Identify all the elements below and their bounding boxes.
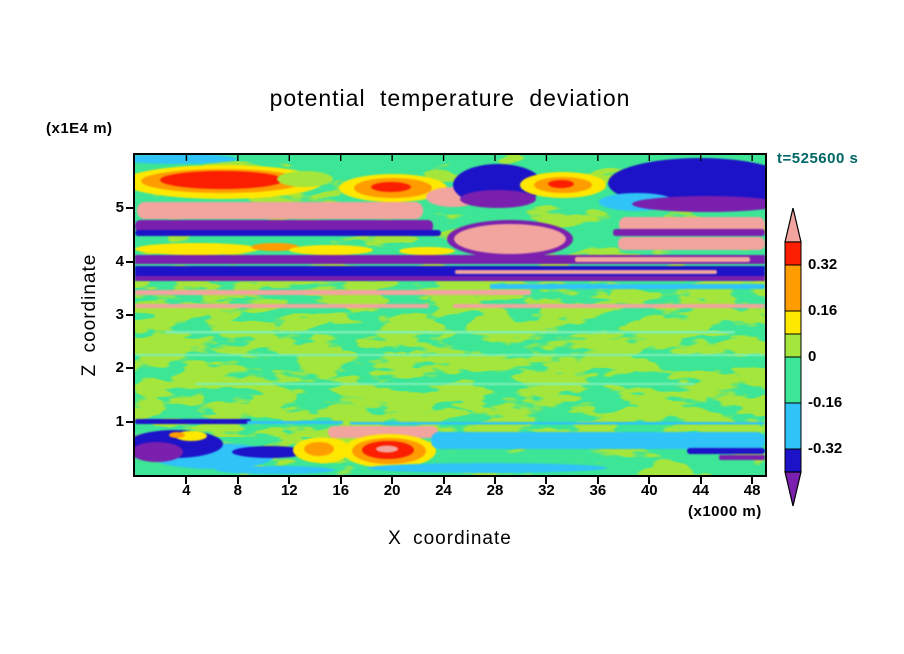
plot-title: potential temperature deviation	[269, 85, 631, 111]
timestamp-label: t=525600 s	[777, 150, 859, 167]
x-tick-mark	[699, 477, 702, 484]
x-tick-mark	[339, 477, 342, 484]
y-tick-label: 4	[115, 252, 124, 270]
x-tick-mark	[751, 477, 754, 484]
x-tick-label: 40	[640, 482, 658, 499]
x-tick-mark	[442, 477, 445, 484]
heatmap-plot-area	[133, 153, 767, 477]
x-axis-unit-label: (x1000 m)	[688, 503, 762, 520]
x-tick-label: 44	[692, 482, 710, 499]
colorbar	[784, 208, 802, 507]
x-tick-label: 32	[538, 482, 555, 499]
y-tick-mark	[126, 420, 133, 423]
x-tick-label: 28	[486, 482, 504, 499]
y-tick-label: 1	[115, 412, 124, 430]
heatmap-svg	[135, 155, 765, 475]
y-tick-mark	[126, 314, 133, 316]
x-tick-mark	[494, 477, 496, 484]
y-tick-label: 2	[115, 359, 124, 377]
colorbar-tick-label: 0	[808, 348, 817, 365]
colorbar-tick-label: 0.32	[808, 256, 838, 273]
x-tick-label: 24	[435, 482, 452, 499]
x-tick-mark	[648, 477, 651, 484]
x-tick-mark	[288, 477, 291, 484]
x-tick-mark	[545, 477, 548, 484]
x-tick-mark	[236, 477, 239, 484]
colorbar-tick-label: -0.16	[808, 394, 843, 411]
y-tick-mark	[126, 207, 133, 210]
y-axis-unit-label: (x1E4 m)	[46, 120, 113, 137]
x-tick-label: 36	[589, 482, 607, 499]
x-tick-label: 16	[332, 482, 350, 499]
x-tick-mark	[185, 477, 188, 484]
x-tick-label: 8	[233, 482, 243, 499]
x-tick-label: 48	[743, 482, 761, 499]
x-tick-label: 4	[182, 482, 191, 499]
x-tick-mark	[391, 477, 394, 484]
x-tick-label: 20	[383, 482, 401, 499]
y-tick-mark	[126, 367, 133, 370]
y-tick-label: 5	[115, 199, 124, 217]
colorbar-tick-label: 0.16	[808, 302, 838, 319]
y-tick-mark	[126, 260, 133, 263]
colorbar-tick-label: -0.32	[808, 440, 843, 457]
x-tick-label: 12	[280, 482, 298, 499]
x-tick-mark	[596, 477, 599, 484]
x-axis-title: X coordinate	[388, 528, 512, 549]
y-tick-label: 3	[115, 306, 124, 323]
